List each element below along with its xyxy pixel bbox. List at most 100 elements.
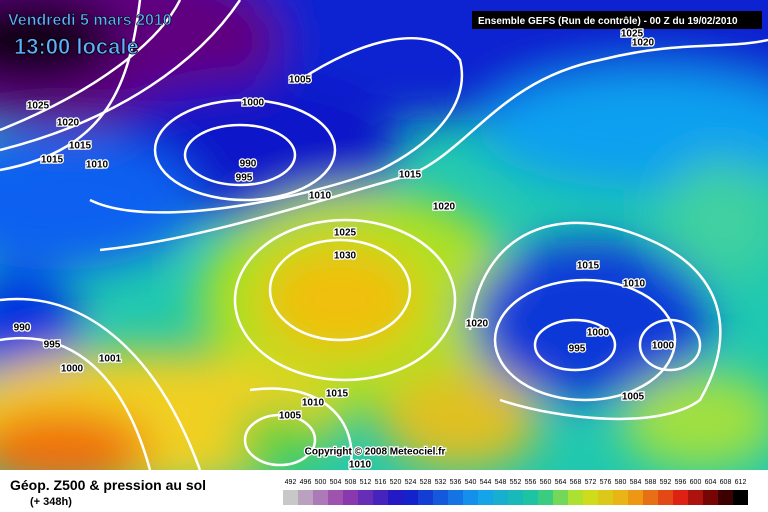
legend-level: 592 (660, 479, 672, 486)
legend-level: 524 (405, 479, 417, 486)
isobar-label: 1015 (399, 170, 422, 181)
legend-swatch (388, 490, 403, 505)
legend-swatch (658, 490, 673, 505)
legend-level: 492 (285, 479, 297, 486)
isobar-label: 1025 (334, 228, 357, 239)
isobar-label: 990 (240, 159, 257, 170)
legend-level: 548 (495, 479, 507, 486)
isobar-label: 1020 (466, 319, 489, 330)
legend-level: 500 (315, 479, 327, 486)
footer-title: Géop. Z500 & pression au sol (10, 477, 206, 493)
legend-swatch (493, 490, 508, 505)
legend-swatch (433, 490, 448, 505)
legend-swatch (583, 490, 598, 505)
legend-swatch (298, 490, 313, 505)
legend-swatch (328, 490, 343, 505)
legend-swatch (418, 490, 433, 505)
legend-swatch (553, 490, 568, 505)
legend-level: 528 (420, 479, 432, 486)
legend-level: 508 (345, 479, 357, 486)
isobar-label: 1000 (587, 328, 610, 339)
run-info: Ensemble GEFS (Run de contrôle) - 00 Z d… (478, 16, 738, 27)
legend-swatch (613, 490, 628, 505)
isobar-label: 995 (236, 173, 253, 184)
isobar-label: 990 (14, 323, 31, 334)
legend-level: 504 (330, 479, 342, 486)
isobar-label: 1005 (622, 392, 645, 403)
legend-level: 604 (705, 479, 717, 486)
legend-level: 556 (525, 479, 537, 486)
isobar-label: 1020 (433, 202, 456, 213)
legend-level: 612 (735, 479, 747, 486)
time: 13:00 locale (14, 34, 139, 59)
isobar-label: 1005 (279, 411, 302, 422)
footer-lead: (+ 348h) (30, 496, 72, 508)
legend-level: 580 (615, 479, 627, 486)
isobar-label: 1020 (57, 118, 80, 129)
isobar-label: 1030 (334, 251, 357, 262)
isobar-label: 1020 (632, 38, 655, 49)
isobars (0, 0, 768, 470)
isobar-label: 1000 (652, 341, 675, 352)
isobar-label: 1010 (349, 460, 372, 471)
legend-swatch (283, 490, 298, 505)
isobar-label: 1015 (41, 155, 64, 166)
isobar-label: 1010 (309, 191, 332, 202)
legend-swatch (643, 490, 658, 505)
legend-swatch (538, 490, 553, 505)
legend-swatch (733, 490, 748, 505)
legend-swatch (718, 490, 733, 505)
legend-level: 564 (555, 479, 567, 486)
isobar-label: 1005 (289, 75, 312, 86)
isobar-label: 1025 (621, 29, 644, 40)
legend-swatch (688, 490, 703, 505)
legend-swatch (598, 490, 613, 505)
legend-level: 568 (570, 479, 582, 486)
legend-level: 572 (585, 479, 597, 486)
header-box (472, 11, 762, 29)
legend-swatch (523, 490, 538, 505)
isobar-label: 1010 (302, 398, 325, 409)
isobar-label: 1010 (623, 279, 646, 290)
field (0, 0, 768, 470)
legend-level: 512 (360, 479, 372, 486)
legend-swatch (628, 490, 643, 505)
legend-swatch (463, 490, 478, 505)
legend-swatch (448, 490, 463, 505)
copyright: Copyright © 2008 Meteociel.fr (305, 447, 446, 458)
isobar-label: 995 (44, 340, 61, 351)
isobar-label: 1000 (242, 98, 265, 109)
legend-swatch (673, 490, 688, 505)
legend-level: 584 (630, 479, 642, 486)
legend-level: 496 (300, 479, 312, 486)
isobar-label: 1010 (86, 160, 109, 171)
isobar-label: 1015 (69, 141, 92, 152)
legend-level: 596 (675, 479, 687, 486)
isobar-label: 995 (569, 344, 586, 355)
legend-swatch (343, 490, 358, 505)
legend-level: 544 (480, 479, 492, 486)
isobar-label: 1015 (577, 261, 600, 272)
legend-swatch (703, 490, 718, 505)
isobar-label: 1000 (61, 364, 84, 375)
legend-level: 540 (465, 479, 477, 486)
isobar-label: 1001 (99, 354, 122, 365)
legend-level: 536 (450, 479, 462, 486)
legend-level: 608 (720, 479, 732, 486)
legend-swatch (568, 490, 583, 505)
legend-level: 520 (390, 479, 402, 486)
legend-swatch (478, 490, 493, 505)
legend-swatch (358, 490, 373, 505)
legend-level: 532 (435, 479, 447, 486)
legend-level: 576 (600, 479, 612, 486)
legend-level: 560 (540, 479, 552, 486)
date: Vendredi 5 mars 2010 (8, 12, 172, 29)
isobar-label: 1025 (27, 101, 50, 112)
legend-swatch (313, 490, 328, 505)
legend-level: 552 (510, 479, 522, 486)
legend-swatch (403, 490, 418, 505)
legend-swatch (373, 490, 388, 505)
legend-level: 588 (645, 479, 657, 486)
